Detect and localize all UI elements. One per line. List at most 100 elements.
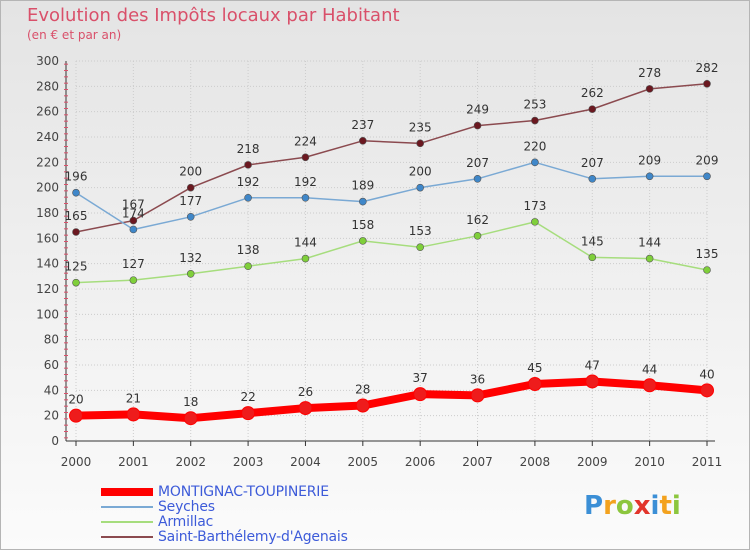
data-label: 177 — [179, 194, 202, 208]
data-label: 174 — [122, 206, 145, 220]
data-label: 158 — [351, 218, 374, 232]
data-point — [359, 137, 367, 145]
data-point — [244, 262, 252, 271]
data-point — [241, 406, 256, 421]
x-tick-label: 2001 — [118, 455, 149, 469]
data-label: 218 — [237, 142, 260, 156]
data-point — [72, 228, 80, 236]
x-tick-label: 2004 — [290, 455, 321, 469]
x-tick-label: 2006 — [405, 455, 436, 469]
data-label: 237 — [351, 118, 374, 132]
data-point — [473, 121, 482, 130]
y-tick-label: 260 — [36, 105, 59, 119]
logo-letter: o — [615, 491, 634, 521]
series-saint-barth-lemy-d-agenais: 165 167 200 218 224 237 235 249 253 262 278 282 — [65, 61, 718, 236]
y-tick-label: 180 — [36, 206, 59, 220]
data-label: 40 — [699, 367, 714, 381]
data-label: 278 — [638, 66, 661, 80]
series-armillac: 125 127 132 138 144 158 153 162 173 145 144 135 — [65, 199, 718, 287]
data-label: 200 — [179, 165, 202, 179]
data-point — [416, 183, 424, 192]
x-tick-label: 2007 — [462, 455, 493, 469]
y-tick-label: 60 — [44, 358, 59, 372]
data-point — [72, 188, 80, 197]
x-tick-label: 2008 — [520, 455, 551, 469]
legend-swatch — [101, 536, 153, 538]
data-label: 44 — [642, 362, 657, 376]
data-point — [298, 401, 313, 416]
data-point — [244, 194, 252, 202]
y-tick-label: 140 — [36, 257, 59, 271]
data-point — [183, 411, 198, 426]
data-label: 196 — [65, 170, 88, 184]
data-label: 20 — [68, 393, 83, 407]
data-point — [413, 387, 428, 402]
series-seyches: 196 174 177 192 192 189 200 207 220 207 209 209 — [65, 139, 718, 234]
y-tick-label: 40 — [44, 383, 59, 397]
data-point — [416, 139, 424, 148]
data-point — [588, 253, 597, 262]
data-point — [359, 197, 367, 206]
data-label: 127 — [122, 257, 145, 271]
data-label: 224 — [294, 134, 317, 148]
data-point — [186, 183, 195, 192]
series-line — [75, 221, 708, 284]
data-point — [645, 85, 654, 93]
chart-subtitle: (en € et par an) — [27, 28, 122, 42]
series-line — [75, 83, 708, 233]
data-point — [72, 278, 80, 287]
x-tick-label: 2010 — [634, 455, 665, 469]
legend-swatch — [101, 488, 153, 496]
data-label: 167 — [122, 198, 145, 212]
data-point — [645, 172, 654, 181]
y-tick-label: 240 — [36, 130, 59, 144]
data-label: 18 — [183, 395, 198, 409]
data-point — [186, 213, 195, 221]
data-point — [301, 194, 310, 202]
data-label: 189 — [351, 179, 374, 193]
data-point — [470, 388, 485, 403]
legend-label: Seyches — [158, 499, 215, 515]
data-point — [129, 276, 138, 284]
logo-letter: i — [671, 491, 681, 521]
data-point — [531, 158, 539, 167]
legend-label: Saint-Barthélemy-d'Agenais — [158, 529, 348, 545]
data-label: 144 — [294, 236, 317, 250]
y-tick-label: 300 — [36, 54, 59, 68]
x-tick-label: 2009 — [577, 455, 608, 469]
legend-label: Armillac — [158, 514, 214, 530]
data-point — [703, 80, 711, 88]
data-point — [700, 383, 714, 398]
data-label: 249 — [466, 103, 489, 117]
x-tick-label: 2005 — [348, 455, 379, 469]
data-label: 253 — [523, 98, 546, 112]
data-point — [129, 216, 138, 225]
data-point — [588, 105, 597, 113]
data-label: 22 — [240, 390, 255, 404]
data-point — [69, 408, 83, 423]
data-label: 145 — [581, 234, 604, 248]
data-point — [355, 398, 370, 413]
y-tick-label: 280 — [36, 79, 59, 93]
data-point — [416, 243, 424, 251]
data-point — [126, 407, 141, 422]
data-label: 138 — [237, 243, 260, 257]
data-label: 28 — [355, 383, 370, 397]
data-label: 162 — [466, 213, 489, 227]
logo-letter: P — [584, 491, 604, 521]
data-point — [473, 232, 482, 240]
data-point — [585, 374, 600, 389]
data-label: 262 — [581, 86, 604, 100]
data-point — [186, 269, 195, 278]
data-point — [527, 377, 542, 391]
series-line — [75, 161, 707, 231]
logo-letter: r — [603, 491, 616, 521]
data-label: 235 — [409, 120, 432, 134]
data-label: 200 — [409, 165, 432, 179]
data-point — [588, 175, 597, 183]
data-label: 207 — [466, 156, 489, 170]
data-label: 165 — [65, 209, 88, 223]
data-point — [703, 266, 711, 274]
y-tick-label: 20 — [44, 409, 59, 423]
